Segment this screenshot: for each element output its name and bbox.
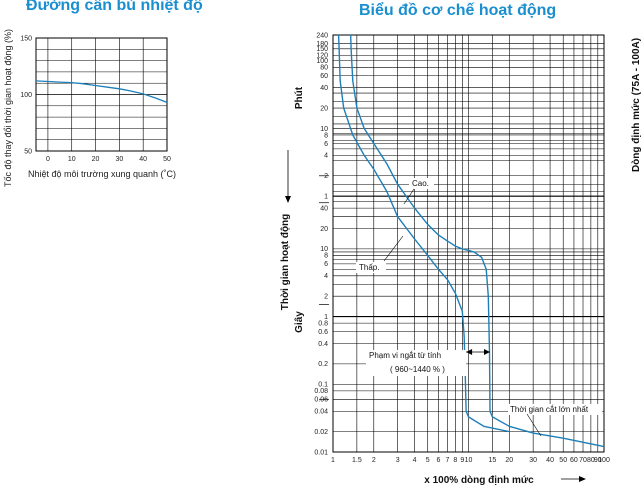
y-tick-label-sec: 0.8 [318, 320, 328, 327]
x-tick-label: 6 [436, 457, 440, 464]
y-axis-label: Tốc độ thay đổi thời gian hoạt động (%) [3, 29, 13, 187]
x-tick-label: 70 [579, 457, 587, 464]
y-tick-label-min: 8 [324, 132, 328, 139]
y-unit-minutes: Phút [294, 86, 305, 109]
x-tick-label: 50 [163, 156, 171, 163]
y-tick-label: 100 [20, 92, 32, 99]
y-tick-label-min: 10 [320, 126, 328, 133]
y-tick-label-sec: 0.6 [318, 329, 328, 336]
y-tick-label-sec: 0.1 [318, 382, 328, 389]
plot-frame [35, 37, 168, 152]
x-tick-label: 40 [546, 457, 554, 464]
y-tick-label: 50 [24, 149, 32, 156]
x-axis-label: Nhiệt độ môi trường xung quanh (˚C) [28, 169, 176, 179]
y-axis-arrowhead [285, 196, 291, 203]
y-tick-label-min: 80 [320, 65, 328, 72]
range-arrow-left [466, 348, 473, 355]
y-tick-label-sec: 0.4 [318, 341, 328, 348]
y-unit-seconds: Giây [294, 311, 305, 333]
y-tick-label-sec: 0.06 [314, 397, 328, 404]
y-tick-label-sec: 8 [324, 253, 328, 260]
annotation-low: Thấp. [359, 263, 379, 272]
leader-min-break [526, 413, 542, 437]
y-tick-label-min: 2 [324, 173, 328, 180]
y-tick-label-min: 60 [320, 73, 328, 80]
y-tick-label-sec: 10 [320, 246, 328, 253]
x-tick-label: 1 [331, 457, 335, 464]
x-tick-label: 30 [115, 156, 123, 163]
annotation-instant-range-value: ( 960~1440 % ) [390, 365, 445, 374]
x-tick-label: 30 [529, 457, 537, 464]
annotation-instant-range: Phạm vi ngắt từ tính [369, 351, 441, 360]
y-tick-label-sec: 0.02 [314, 429, 328, 436]
x-tick-label: 8 [453, 457, 457, 464]
y-tick-label-min: 240 [316, 32, 328, 39]
annotation-bg [366, 350, 466, 376]
y-axis-label: Thời gian hoạt động [280, 214, 291, 311]
x-tick-label: 10 [68, 156, 76, 163]
y-tick-label-sec: 0.2 [318, 361, 328, 368]
leader-low [383, 235, 404, 262]
annotation-bg [356, 262, 386, 273]
operation-chart-title: Biểu đồ cơ chế hoạt động [359, 2, 557, 19]
x-tick-label: 40 [139, 156, 147, 163]
y-tick-label-sec: 0.01 [314, 449, 328, 456]
rated-current-label: Dòng định mức (75A - 100A) [631, 38, 642, 172]
x-tick-label: 80 [587, 457, 595, 464]
temp-chart: 0 10 20 30 40 50 50 100 150 Nhiệt độ môi trường x… [3, 29, 176, 187]
y-tick-label-sec: 4 [324, 273, 328, 280]
curve-low [337, 34, 510, 433]
annotation-min-break: Thời gian cắt lớn nhất [510, 405, 589, 414]
y-tick-label-sec: 1 [324, 314, 328, 321]
y-tick-label-min: 20 [320, 105, 328, 112]
y-tick-label-sec: 0.08 [314, 388, 328, 395]
x-tick-label: 9 [460, 457, 464, 464]
x-tick-label: 3 [396, 457, 400, 464]
x-tick-label: 60 [570, 457, 578, 464]
annotation-high: Cao. [412, 179, 429, 188]
y-tick-label-min: 4 [324, 153, 328, 160]
x-tick-label: 50 [559, 457, 567, 464]
compensation-curve [35, 80, 168, 104]
y-tick-label-min: 100 [316, 58, 328, 65]
x-tick-label: 5 [426, 457, 430, 464]
x-tick-label: 15 [488, 457, 496, 464]
annotation-bg [508, 404, 602, 415]
y-tick-label-sec: 6 [324, 261, 328, 268]
temp-chart-title: Đường cân bù nhiệt độ [26, 0, 203, 14]
range-arrow-right [483, 348, 490, 355]
x-tick-label: 7 [446, 457, 450, 464]
x-tick-label: 20 [505, 457, 513, 464]
x-tick-label: 90 [594, 457, 602, 464]
y-tick-label-sec: 0.04 [314, 409, 328, 416]
x-tick-label: 20 [92, 156, 100, 163]
x-axis-label: x 100% dòng định mức [424, 475, 534, 486]
x-tick-label: 1.5 [352, 457, 362, 464]
y-tick-label-min: 180 [316, 41, 328, 48]
y-tick-label-min: 150 [316, 46, 328, 53]
y-tick-label-min: 40 [320, 85, 328, 92]
x-tick-label: 0 [46, 156, 50, 163]
plot-frame [332, 34, 605, 453]
x-tick-label: 4 [413, 457, 417, 464]
x-tick-label: 100 [598, 457, 610, 464]
leader-high [403, 188, 415, 205]
y-tick-label-min: 1 [324, 193, 328, 200]
y-tick-label-min: 120 [316, 53, 328, 60]
y-tick-label-min: 6 [324, 141, 328, 148]
y-tick-label-sec: 40 [320, 205, 328, 212]
y-tick-label: 150 [20, 36, 32, 43]
operation-chart: 1 1.5 2 3 4 5 6 7 8 9 10 15 20 30 40 50 60 70 80 9010024018… [280, 32, 642, 486]
curve-high [350, 34, 605, 448]
x-axis-arrowhead [579, 476, 586, 482]
annotation-bg [409, 178, 434, 189]
y-tick-label-sec: 2 [324, 293, 328, 300]
y-tick-label-sec: 20 [320, 226, 328, 233]
x-tick-label: 10 [465, 457, 473, 464]
x-tick-label: 2 [372, 457, 376, 464]
